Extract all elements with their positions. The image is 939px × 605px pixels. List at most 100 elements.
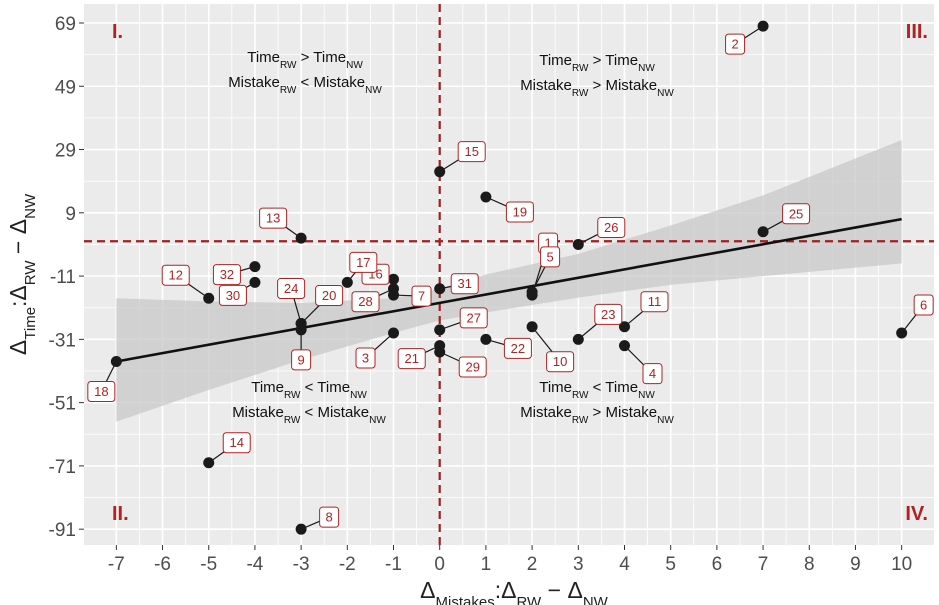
point-label-text: 12: [168, 268, 182, 283]
quadrant-annotation-line: MistakeRW < MistakeNW: [232, 404, 386, 426]
point-label-text: 23: [601, 307, 615, 322]
point-label-box: [277, 278, 306, 300]
data-point: [526, 321, 538, 333]
point-label: 4: [642, 363, 663, 385]
y-tick-label: -31: [49, 330, 76, 351]
data-point: [572, 238, 584, 250]
point-label-box: [450, 273, 479, 295]
point-label: 9: [291, 349, 312, 371]
quadrant-numeral: I.: [112, 21, 123, 43]
point-label-text: 14: [229, 435, 243, 450]
data-point: [249, 261, 261, 273]
point-label-box: [259, 207, 288, 229]
y-tick-label: 69: [55, 14, 76, 35]
data-point: [434, 283, 446, 295]
y-tick-label: 9: [65, 204, 76, 225]
data-point: [295, 232, 307, 244]
point-label: 13: [259, 207, 288, 229]
x-axis-title: ΔMistakes:ΔRW − ΔNW: [420, 577, 608, 605]
quadrant-annotations: TimeRW > TimeNW MistakeRW < MistakeNW Time…: [228, 49, 674, 426]
x-tick-label: -7: [108, 554, 125, 575]
quadrant-numeral: II.: [112, 503, 129, 525]
point-label-text: 24: [284, 281, 298, 296]
point-label: 28: [351, 291, 380, 313]
data-point: [203, 292, 215, 304]
point-label: 18: [87, 381, 116, 403]
point-label-text: 6: [920, 298, 927, 313]
point-label-text: 17: [356, 255, 370, 270]
point-label-text: 22: [511, 341, 525, 356]
point-label: 19: [505, 201, 534, 223]
point-label-box: [540, 246, 561, 268]
point-label-text: 11: [648, 294, 662, 309]
x-tick-label: 1: [481, 554, 492, 575]
x-tick-label: -2: [339, 554, 356, 575]
quadrant-annotation-line: TimeRW > TimeNW: [247, 49, 363, 71]
point-label-box: [913, 294, 934, 316]
point-label-text: 4: [649, 366, 656, 381]
data-point: [341, 276, 353, 288]
point-label-text: 8: [326, 510, 333, 525]
point-label-text: 21: [404, 351, 418, 366]
point-label-box: [351, 291, 380, 313]
point-label: 12: [161, 264, 190, 286]
point-label-text: 5: [546, 249, 553, 264]
x-tick-label: 4: [619, 554, 630, 575]
y-axis: 69 49 29 9 -11 -31 -51 -71 -91: [49, 14, 84, 541]
point-label-box: [505, 201, 534, 223]
quadrant-numeral: IV.: [905, 503, 928, 525]
data-points: [110, 20, 908, 535]
x-tick-label: -6: [154, 554, 171, 575]
data-point: [203, 457, 215, 469]
x-tick-label: 7: [758, 554, 769, 575]
data-point: [526, 286, 538, 298]
point-label-box: [212, 264, 241, 286]
quadrant-annotation-line: MistakeRW < MistakeNW: [228, 74, 382, 96]
point-label: 31: [450, 273, 479, 295]
point-label-box: [642, 363, 663, 385]
reference-lines: [84, 4, 934, 545]
data-point: [480, 191, 492, 203]
point-label-box: [291, 349, 312, 371]
data-point: [618, 340, 630, 352]
point-label-text: 26: [604, 220, 618, 235]
y-tick-label: -71: [49, 457, 76, 478]
point-label-box: [782, 203, 811, 225]
x-tick-label: 3: [573, 554, 584, 575]
point-label: 26: [597, 216, 626, 238]
data-point: [434, 324, 446, 336]
x-tick-label: -4: [246, 554, 263, 575]
point-label-text: 30: [226, 288, 240, 303]
point-label-box: [161, 264, 190, 286]
y-tick-label: -11: [50, 267, 76, 288]
point-label-box: [640, 291, 669, 313]
x-tick-label: 6: [712, 554, 723, 575]
point-label-text: 28: [358, 294, 372, 309]
point-label-box: [319, 506, 340, 528]
quadrant-numeral: III.: [906, 21, 928, 43]
point-label-box: [222, 432, 251, 454]
point-label: 7: [411, 285, 432, 307]
point-label-text: 7: [418, 289, 425, 304]
point-label: 6: [913, 294, 934, 316]
point-label: 14: [222, 432, 251, 454]
y-tick-label: -51: [49, 394, 76, 415]
point-label-box: [218, 284, 247, 306]
point-label-box: [725, 33, 746, 55]
data-point: [896, 327, 908, 339]
point-label-box: [503, 337, 532, 359]
data-point: [388, 273, 400, 285]
point-label-text: 25: [789, 206, 803, 221]
data-point: [295, 318, 307, 330]
x-tick-label: 2: [527, 554, 538, 575]
quadrant-annotation-line: TimeRW < TimeNW: [251, 379, 367, 401]
confidence-ribbon: [116, 140, 902, 422]
point-label-box: [355, 347, 376, 369]
point-label: 30: [218, 284, 247, 306]
point-label: 17: [349, 251, 378, 273]
x-tick-label: 9: [850, 554, 861, 575]
point-label-box: [397, 348, 426, 370]
point-label: 24: [277, 278, 306, 300]
point-label-box: [315, 285, 344, 307]
